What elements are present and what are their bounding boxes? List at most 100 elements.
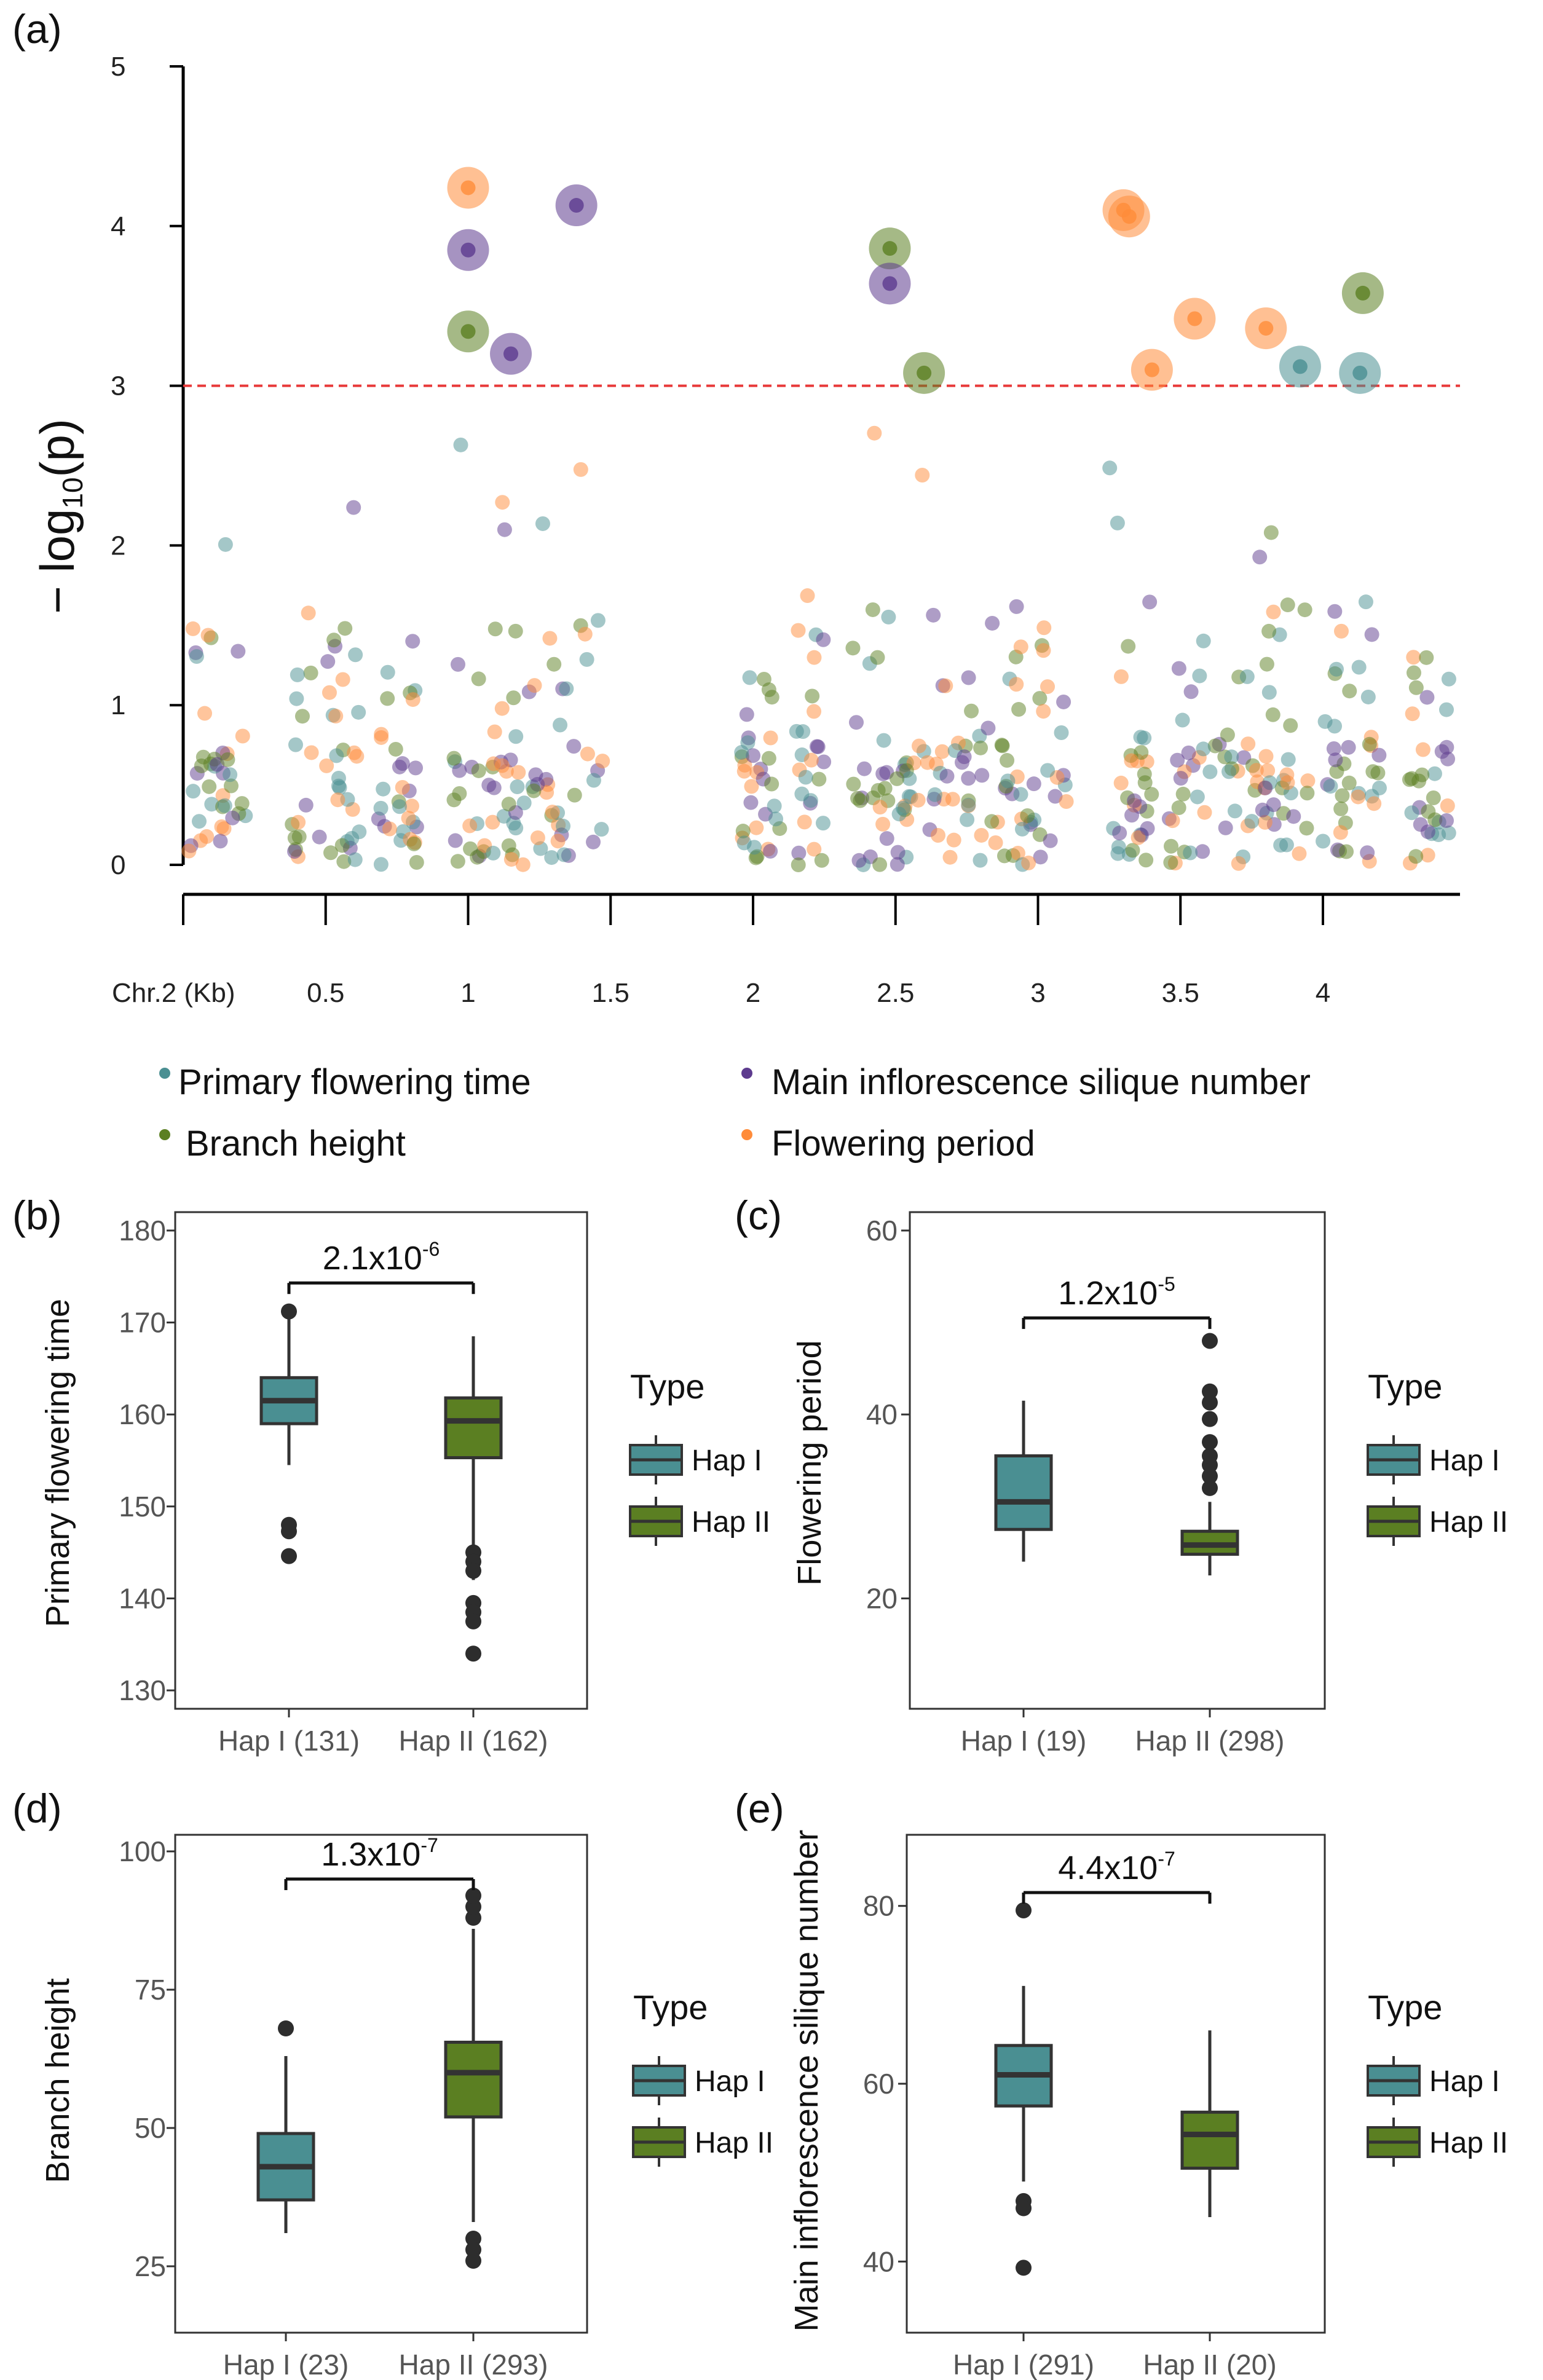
legend-label: Hap II	[695, 2127, 773, 2159]
scatter-point-primary	[579, 652, 594, 667]
x-tick-label-a: 3.5	[1162, 978, 1199, 1008]
significant-point-core-silique	[569, 198, 584, 213]
outlier-point	[281, 1548, 297, 1564]
panel-label: (d)	[12, 1786, 62, 1831]
box-hap-i	[994, 1454, 1053, 1531]
scatter-point-silique	[1181, 745, 1196, 760]
scatter-point-primary	[189, 649, 204, 664]
scatter-point-branch	[1207, 738, 1223, 754]
scatter-point-branch	[761, 751, 776, 766]
scatter-point-flowering	[1406, 650, 1421, 665]
scatter-point-flowering	[494, 701, 510, 716]
scatter-point-primary	[1196, 741, 1211, 757]
scatter-point-silique	[816, 632, 831, 647]
x-tick-label: Hap I (19)	[961, 1725, 1087, 1757]
scatter-point-flowering	[301, 605, 316, 621]
scatter-point-primary	[1327, 719, 1343, 734]
scatter-point-branch	[526, 783, 542, 798]
scatter-point-flowering	[1010, 845, 1025, 861]
scatter-point-silique	[1140, 821, 1155, 836]
significant-point-core-branch	[460, 324, 476, 339]
scatter-point-primary	[392, 799, 407, 814]
x-tick-label: Hap I (23)	[223, 2349, 349, 2380]
scatter-point-flowering	[1036, 643, 1051, 658]
scatter-point-silique	[1195, 844, 1210, 859]
significant-point-core-branch	[1355, 285, 1370, 301]
scatter-point-silique	[287, 844, 302, 859]
scatter-point-silique	[298, 797, 314, 813]
y-axis-label: Branch height	[39, 1978, 76, 2183]
scatter-point-silique	[481, 778, 497, 793]
scatter-point-branch	[388, 741, 403, 757]
significant-point-core-silique	[882, 276, 898, 291]
scatter-point-branch	[865, 602, 880, 617]
scatter-point-primary	[803, 793, 818, 808]
scatter-point-silique	[408, 760, 424, 776]
scatter-point-branch	[506, 690, 521, 706]
outlier-point	[465, 1562, 481, 1579]
scatter-point-branch	[1341, 775, 1357, 790]
significant-point-core-flowering	[1144, 362, 1159, 377]
x-tick-label: Hap I (131)	[218, 1725, 360, 1757]
scatter-point-branch	[1300, 786, 1315, 801]
scatter-point-flowering	[938, 678, 953, 693]
scatter-point-primary	[1040, 763, 1056, 778]
scatter-point-branch	[1297, 602, 1312, 618]
scatter-point-branch	[1175, 786, 1191, 802]
scatter-point-silique	[1009, 599, 1024, 614]
legend-label-branch: Branch height	[186, 1124, 406, 1164]
scatter-point-flowering	[322, 685, 337, 700]
x-tick-label: Hap I (291)	[953, 2349, 1094, 2380]
scatter-point-flowering	[405, 692, 420, 707]
scatter-point-flowering	[1440, 798, 1455, 813]
scatter-point-primary	[373, 800, 389, 816]
scatter-point-silique	[1173, 771, 1188, 786]
legend-title: Type	[630, 1367, 704, 1406]
scatter-point-flowering	[1420, 848, 1435, 863]
scatter-point-silique	[1033, 849, 1048, 865]
y-tick-label: 25	[135, 2250, 166, 2282]
scatter-point-branch	[1406, 665, 1421, 680]
scatter-point-branch	[1426, 790, 1441, 806]
scatter-point-flowering	[974, 827, 989, 843]
scatter-point-silique	[816, 754, 832, 770]
scatter-point-primary	[1227, 803, 1242, 819]
y-tick-label: 60	[866, 1215, 898, 1247]
scatter-point-primary	[1202, 764, 1218, 779]
scatter-point-branch	[811, 771, 827, 787]
scatter-point-flowering	[1013, 639, 1028, 655]
scatter-point-silique	[890, 845, 906, 860]
scatter-point-branch	[287, 830, 302, 846]
scatter-point-flowering	[807, 650, 822, 665]
scatter-point-branch	[1011, 702, 1027, 717]
scatter-point-silique	[346, 500, 361, 515]
scatter-point-flowering	[304, 745, 319, 760]
scatter-point-silique	[961, 771, 976, 786]
scatter-point-silique	[320, 654, 336, 669]
scatter-point-silique	[1255, 802, 1270, 818]
scatter-point-primary	[1224, 749, 1239, 765]
legend-label-primary: Primary flowering time	[178, 1062, 531, 1102]
scatter-point-flowering	[1333, 825, 1348, 840]
scatter-point-primary	[1427, 766, 1442, 781]
scatter-point-flowering	[515, 857, 531, 872]
scatter-point-flowering	[573, 462, 588, 477]
outlier-point	[1202, 1448, 1218, 1464]
scatter-point-branch	[487, 621, 503, 637]
scatter-point-primary	[1316, 833, 1331, 849]
scatter-point-branch	[326, 632, 342, 648]
scatter-point-branch	[409, 854, 424, 870]
scatter-point-branch	[1121, 639, 1136, 654]
scatter-point-primary	[1013, 787, 1028, 802]
scatter-point-branch	[294, 709, 310, 724]
legend-marker-flowering	[741, 1129, 752, 1140]
scatter-point-branch	[1220, 727, 1235, 743]
scatter-point-primary	[380, 664, 395, 680]
scatter-point-primary	[1175, 712, 1190, 728]
significant-point-core-flowering	[1121, 209, 1137, 224]
legend-label: Hap II	[1429, 2127, 1508, 2159]
significant-point-core-branch	[917, 365, 932, 380]
scatter-point-primary	[960, 812, 975, 827]
scatter-point-flowering	[580, 746, 595, 762]
scatter-point-branch	[470, 849, 485, 865]
